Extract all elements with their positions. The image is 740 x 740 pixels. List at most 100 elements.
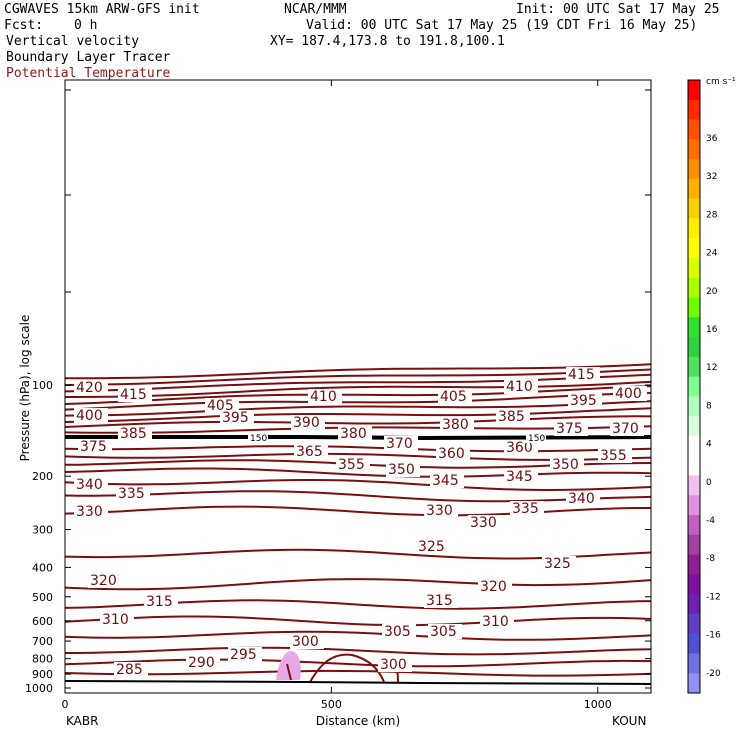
theta-contour-line <box>64 490 652 503</box>
contour-label: 345 <box>506 469 533 485</box>
colorbar-tick-label: 4 <box>706 440 712 450</box>
contour-label: 385 <box>120 426 147 442</box>
theta-contour-line <box>64 630 652 641</box>
colorbar-swatch <box>688 317 700 338</box>
theta-contour-line <box>64 467 652 478</box>
contour-label-bg <box>554 421 588 436</box>
colorbar-swatch <box>688 416 700 437</box>
colorbar-swatch <box>688 495 700 516</box>
colorbar-swatch <box>688 594 700 615</box>
contour-label-bg <box>114 662 148 677</box>
terrain-line <box>64 680 652 685</box>
distance-axis: 0 500 1000 <box>62 80 612 711</box>
contour-label: 370 <box>612 421 639 437</box>
y-tick-label: 800 <box>32 653 53 666</box>
contour-label: 395 <box>222 410 249 426</box>
contour-label-bg <box>542 556 576 571</box>
contour-label: 335 <box>512 501 539 517</box>
colorbar-swatch <box>688 534 700 556</box>
colorbar-swatch <box>688 613 700 635</box>
colorbar-swatch <box>688 633 700 654</box>
contour-label: 395 <box>570 393 597 409</box>
y-tick-label: 700 <box>32 635 53 648</box>
colorbar-swatch <box>688 178 700 200</box>
contour-label-bg <box>118 426 152 441</box>
contour-label: 340 <box>76 477 103 493</box>
contour-label: 320 <box>90 573 117 589</box>
contour-label: 355 <box>600 448 627 464</box>
colorbar-tick-label: -20 <box>706 669 721 679</box>
contour-label-bg <box>382 624 416 639</box>
contour-label-bg <box>610 421 644 436</box>
contour-label: 345 <box>432 473 459 489</box>
contour-label-bg <box>436 446 470 461</box>
tropopause-label-bg <box>248 433 268 443</box>
contour-label-bg <box>550 457 584 472</box>
cross-section-endpoints: XY= 187.4,173.8 to 191.8,100.1 <box>270 34 505 49</box>
contour-label-bg <box>478 579 512 594</box>
contour-label-bg <box>440 417 474 432</box>
colorbar-swatch <box>688 99 700 121</box>
contour-label-bg <box>118 387 152 402</box>
y-tick-label: 400 <box>32 561 53 574</box>
colorbar-swatch <box>688 554 700 575</box>
contour-label: 330 <box>470 515 497 531</box>
theta-contour-line <box>309 653 385 683</box>
tropopause-label: 150 <box>250 434 267 444</box>
contour-label-bg <box>294 444 328 459</box>
contour-label: 355 <box>338 457 365 473</box>
contour-label-bg <box>116 486 150 501</box>
y-tick-label: 100 <box>32 379 53 392</box>
theta-contour-line <box>64 400 652 417</box>
contour-label: 380 <box>340 426 367 442</box>
theta-contour-line <box>64 615 652 627</box>
contour-label: 295 <box>230 647 257 663</box>
colorbar-swatch <box>688 257 700 279</box>
theta-contour-line <box>64 578 652 591</box>
contour-label-bg <box>468 515 502 530</box>
contour-label-bg <box>386 462 420 477</box>
contour-label-bg <box>144 594 178 609</box>
contour-label: 365 <box>296 444 323 460</box>
colorbar-swatch <box>688 159 700 180</box>
contour-label: 400 <box>615 386 642 402</box>
x-tick-label: 1000 <box>584 698 612 711</box>
contour-label-bg <box>228 647 262 662</box>
contour-label-bg <box>74 477 108 492</box>
colorbar-tick-label: 32 <box>706 172 717 182</box>
right-station-label: KOUN <box>612 714 646 728</box>
contour-label-bg <box>290 634 324 649</box>
contour-label: 315 <box>426 593 453 609</box>
colorbar-swatch <box>688 574 700 595</box>
colorbar-units: cm s⁻¹ <box>706 77 736 87</box>
contour-label-bg <box>480 614 514 629</box>
colorbar-swatch <box>688 396 700 417</box>
colorbar-tick-label: 8 <box>706 401 712 411</box>
contour-label-bg <box>430 473 464 488</box>
contour-label: 330 <box>426 503 453 519</box>
field-boundary-layer-tracer: Boundary Layer Tracer <box>6 50 171 65</box>
y-tick-label: 300 <box>32 524 53 537</box>
init-time: Init: 00 UTC Sat 17 May 25 <box>516 2 720 17</box>
colorbar-swatch <box>688 356 700 378</box>
contour-label-bg <box>336 457 370 472</box>
contour-label: 375 <box>80 439 107 455</box>
colorbar-swatch <box>688 435 700 457</box>
contour-label: 285 <box>116 662 143 678</box>
contour-label: 300 <box>292 634 319 650</box>
x-tick-label: 500 <box>321 698 342 711</box>
contour-label: 350 <box>388 462 415 478</box>
contour-label-bg <box>416 539 450 554</box>
colorbar-swatch <box>688 80 700 101</box>
contour-label-bg <box>74 408 108 423</box>
y-tick-label: 900 <box>32 668 53 681</box>
contour-label-bg <box>338 426 372 441</box>
colorbar-swatch <box>688 653 700 674</box>
colorbar-swatch <box>688 475 700 496</box>
contour-label-bg <box>613 386 647 401</box>
contour-label-bg <box>504 469 538 484</box>
theta-contour-line <box>64 445 652 453</box>
y-tick-label: 200 <box>32 470 53 483</box>
